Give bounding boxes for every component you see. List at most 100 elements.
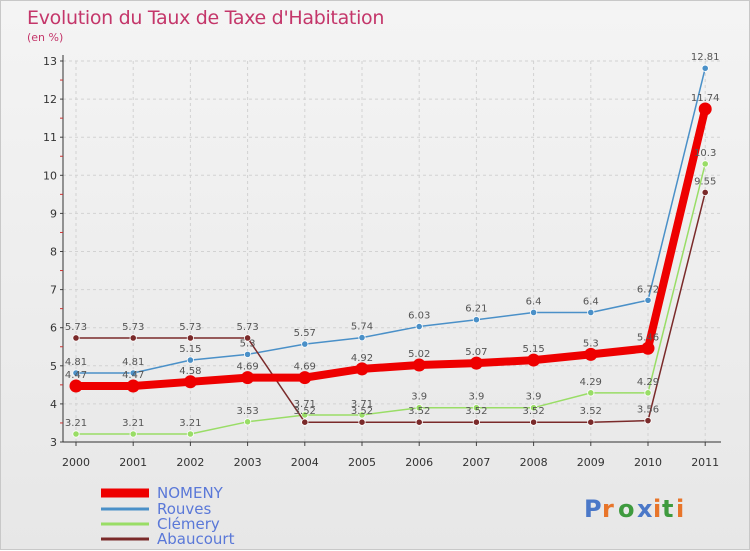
data-point-rouves (358, 334, 366, 342)
data-label: 3.71 (294, 399, 316, 410)
data-point-nomeny (412, 358, 426, 372)
svg-text:i: i (653, 495, 661, 523)
data-label: 4.58 (179, 366, 201, 377)
data-point-nomeny (584, 347, 598, 361)
data-label: 3.52 (522, 406, 544, 417)
data-label: 3.21 (65, 418, 87, 429)
data-label: 4.81 (122, 357, 144, 368)
data-label: 5.73 (65, 322, 87, 333)
data-point-clémery (186, 430, 194, 438)
data-label: 5.02 (408, 349, 430, 360)
data-label: 5.15 (179, 344, 201, 355)
data-point-abaucourt (244, 334, 252, 342)
data-point-rouves (301, 340, 309, 348)
data-point-clémery (529, 404, 538, 412)
data-label: 3.52 (465, 406, 487, 417)
x-tick-label: 2009 (577, 456, 605, 469)
data-label: 6.03 (408, 311, 430, 322)
data-point-clémery (72, 430, 80, 438)
y-tick-label: 5 (50, 360, 57, 373)
y-tick-label: 4 (50, 398, 57, 411)
data-point-rouves (472, 316, 480, 324)
data-point-clémery (244, 418, 252, 426)
axis-layer: 3 4 5 6 7 8 9 10 11 12 13 2000 2001 2002 2003 2004 2005 2… (43, 55, 721, 469)
data-label-layer: 4.47 4.47 4.58 4.69 4.69 4.92 5.02 5.07 5.15 5.3 5… (65, 52, 720, 429)
chart-unit-label: (en %) (27, 31, 64, 44)
data-point-abaucourt (529, 418, 538, 426)
data-point-rouves (644, 296, 652, 304)
data-label: 3.9 (526, 392, 542, 403)
data-point-nomeny (126, 379, 140, 393)
data-label: 11.74 (691, 93, 720, 104)
data-label: 3.9 (411, 392, 427, 403)
x-tick-label: 2006 (405, 456, 433, 469)
data-label: 3.52 (580, 406, 602, 417)
data-point-rouves (186, 356, 194, 364)
x-tick-label: 2003 (234, 456, 262, 469)
data-point-rouves (701, 64, 709, 72)
data-point-abaucourt (701, 188, 709, 197)
data-label: 4.69 (236, 362, 258, 373)
data-label: 3.9 (468, 392, 484, 403)
x-tick-label: 2011 (691, 456, 719, 469)
x-tick-label: 2005 (348, 456, 376, 469)
data-label: 5.73 (179, 322, 201, 333)
data-label: 5.73 (236, 322, 258, 333)
data-label: 6.4 (526, 296, 542, 307)
data-label: 4.29 (637, 377, 659, 388)
legend-label-clémery: Clémery (157, 515, 220, 533)
svg-text:t: t (662, 495, 673, 523)
data-label: 5.73 (122, 322, 144, 333)
data-point-abaucourt (472, 418, 480, 426)
data-label: 4.69 (294, 362, 316, 373)
data-label: 5.3 (240, 338, 256, 349)
data-point-abaucourt (301, 418, 309, 426)
legend-label-nomeny: NOMENY (157, 484, 224, 502)
y-tick-label: 8 (50, 246, 57, 259)
y-tick-label: 7 (50, 284, 57, 297)
data-point-nomeny (355, 362, 369, 376)
y-tick-label: 6 (50, 322, 57, 335)
data-point-clémery (644, 389, 652, 397)
svg-text:r: r (602, 495, 614, 523)
data-label: 3.52 (351, 406, 373, 417)
data-point-rouves (529, 308, 538, 317)
data-point-clémery (472, 404, 480, 412)
data-point-clémery (701, 160, 709, 168)
data-label: 10.3 (694, 148, 716, 159)
series-line-clémery (75, 163, 706, 435)
data-point-clémery (587, 389, 595, 397)
data-point-abaucourt (644, 417, 652, 425)
data-label: 6.72 (637, 284, 659, 295)
data-label: 9.55 (694, 176, 716, 187)
data-label: 3.21 (179, 418, 201, 429)
data-point-abaucourt (358, 418, 366, 426)
x-tick-label: 2000 (62, 456, 90, 469)
data-label: 5.3 (583, 338, 599, 349)
data-label: 3.52 (294, 406, 316, 417)
data-label: 5.46 (637, 332, 659, 343)
svg-text:x: x (637, 495, 653, 523)
series-line-rouves (75, 67, 706, 374)
data-label: 3.56 (637, 405, 659, 416)
x-tick-label: 2007 (462, 456, 490, 469)
svg-text:P: P (584, 495, 602, 523)
svg-text:o: o (618, 495, 635, 523)
data-point-nomeny (698, 102, 712, 116)
x-tick-label: 2001 (119, 456, 147, 469)
data-point-clémery (129, 430, 137, 438)
data-point-rouves (587, 308, 595, 317)
data-label: 12.81 (691, 52, 720, 63)
data-point-nomeny (69, 379, 83, 393)
data-label: 4.29 (580, 377, 602, 388)
svg-text:i: i (676, 495, 684, 523)
data-label: 3.71 (351, 399, 373, 410)
data-label: 3.21 (122, 418, 144, 429)
data-label: 5.74 (351, 322, 373, 333)
y-tick-label: 9 (50, 207, 57, 220)
x-tick-label: 2008 (520, 456, 548, 469)
chart-title: Evolution du Taux de Taxe d'Habitation (27, 7, 385, 29)
y-tick-label: 11 (43, 131, 57, 144)
